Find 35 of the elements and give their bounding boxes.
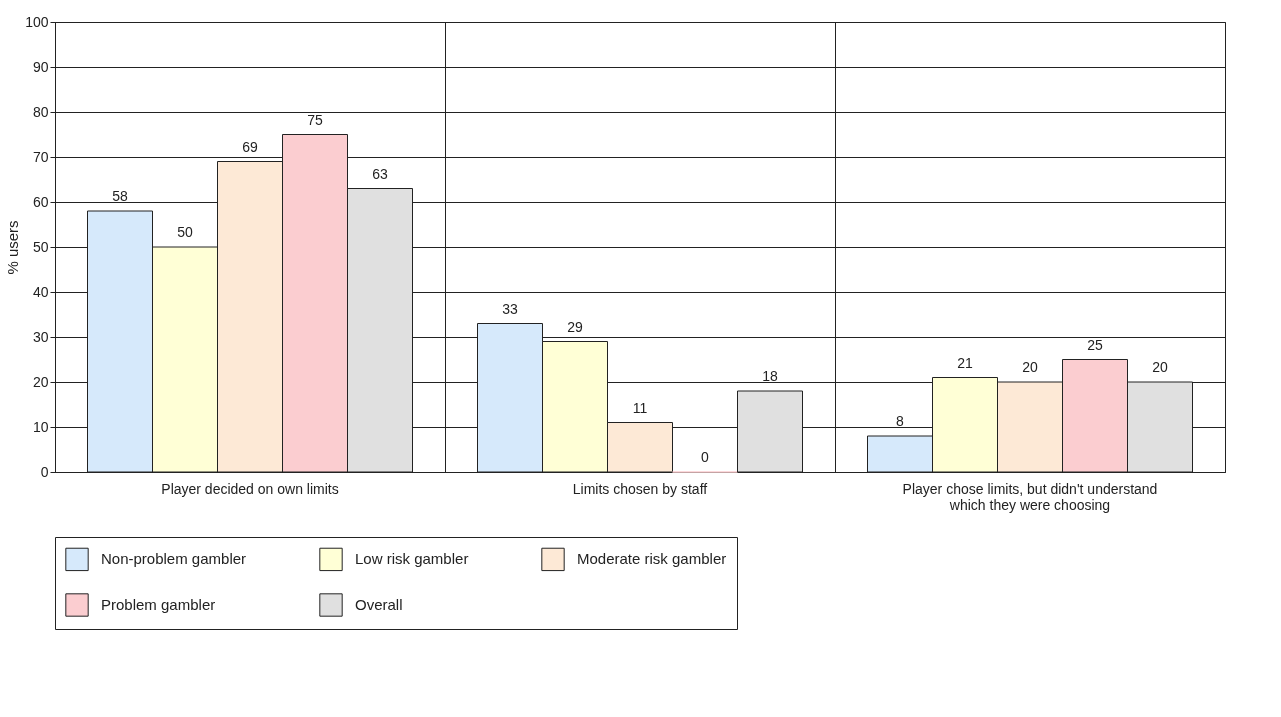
data-label: 33: [502, 300, 518, 317]
data-label: 11: [632, 399, 648, 416]
y-tick-label: 50: [32, 238, 49, 255]
y-tick-label: 40: [32, 283, 49, 300]
x-tick-label: Player chose limits, but didn't understand which they were choosing: [902, 480, 1158, 513]
data-label: 69: [242, 138, 258, 155]
y-tick-label: 0: [40, 463, 49, 480]
legend-label: Overall: [355, 596, 403, 613]
x-tick-label: Player decided on own limits: [161, 480, 339, 497]
legend-label: Problem gambler: [101, 596, 216, 613]
data-label: 18: [762, 368, 778, 384]
y-tick-label: 80: [32, 103, 49, 120]
x-tick-label: Limits chosen by staff: [572, 480, 708, 497]
data-label: 20: [1022, 359, 1038, 375]
y-tick-label: 30: [32, 328, 49, 345]
legend-label: Low risk gambler: [355, 550, 469, 568]
legend-label: Non-problem gambler: [101, 550, 247, 568]
data-label: 58: [112, 188, 128, 204]
data-label: 8: [896, 413, 905, 429]
data-label: 21: [957, 354, 973, 371]
data-label: 75: [307, 111, 323, 128]
data-label: 20: [1152, 359, 1168, 375]
y-axis-title: % users: [4, 220, 22, 275]
data-label: 50: [177, 224, 193, 240]
y-tick-label: 90: [32, 58, 49, 75]
y-tick-label: 70: [32, 148, 49, 165]
data-label: 25: [1087, 336, 1103, 353]
y-tick-label: 60: [32, 193, 49, 210]
y-tick-label: 100: [25, 13, 49, 30]
data-label: 63: [372, 165, 388, 182]
legend-label: Moderate risk gambler: [577, 550, 727, 568]
data-label: 29: [567, 318, 583, 335]
data-label: 0: [701, 449, 710, 465]
y-tick-label: 20: [32, 373, 49, 390]
y-tick-label: 10: [32, 418, 49, 435]
